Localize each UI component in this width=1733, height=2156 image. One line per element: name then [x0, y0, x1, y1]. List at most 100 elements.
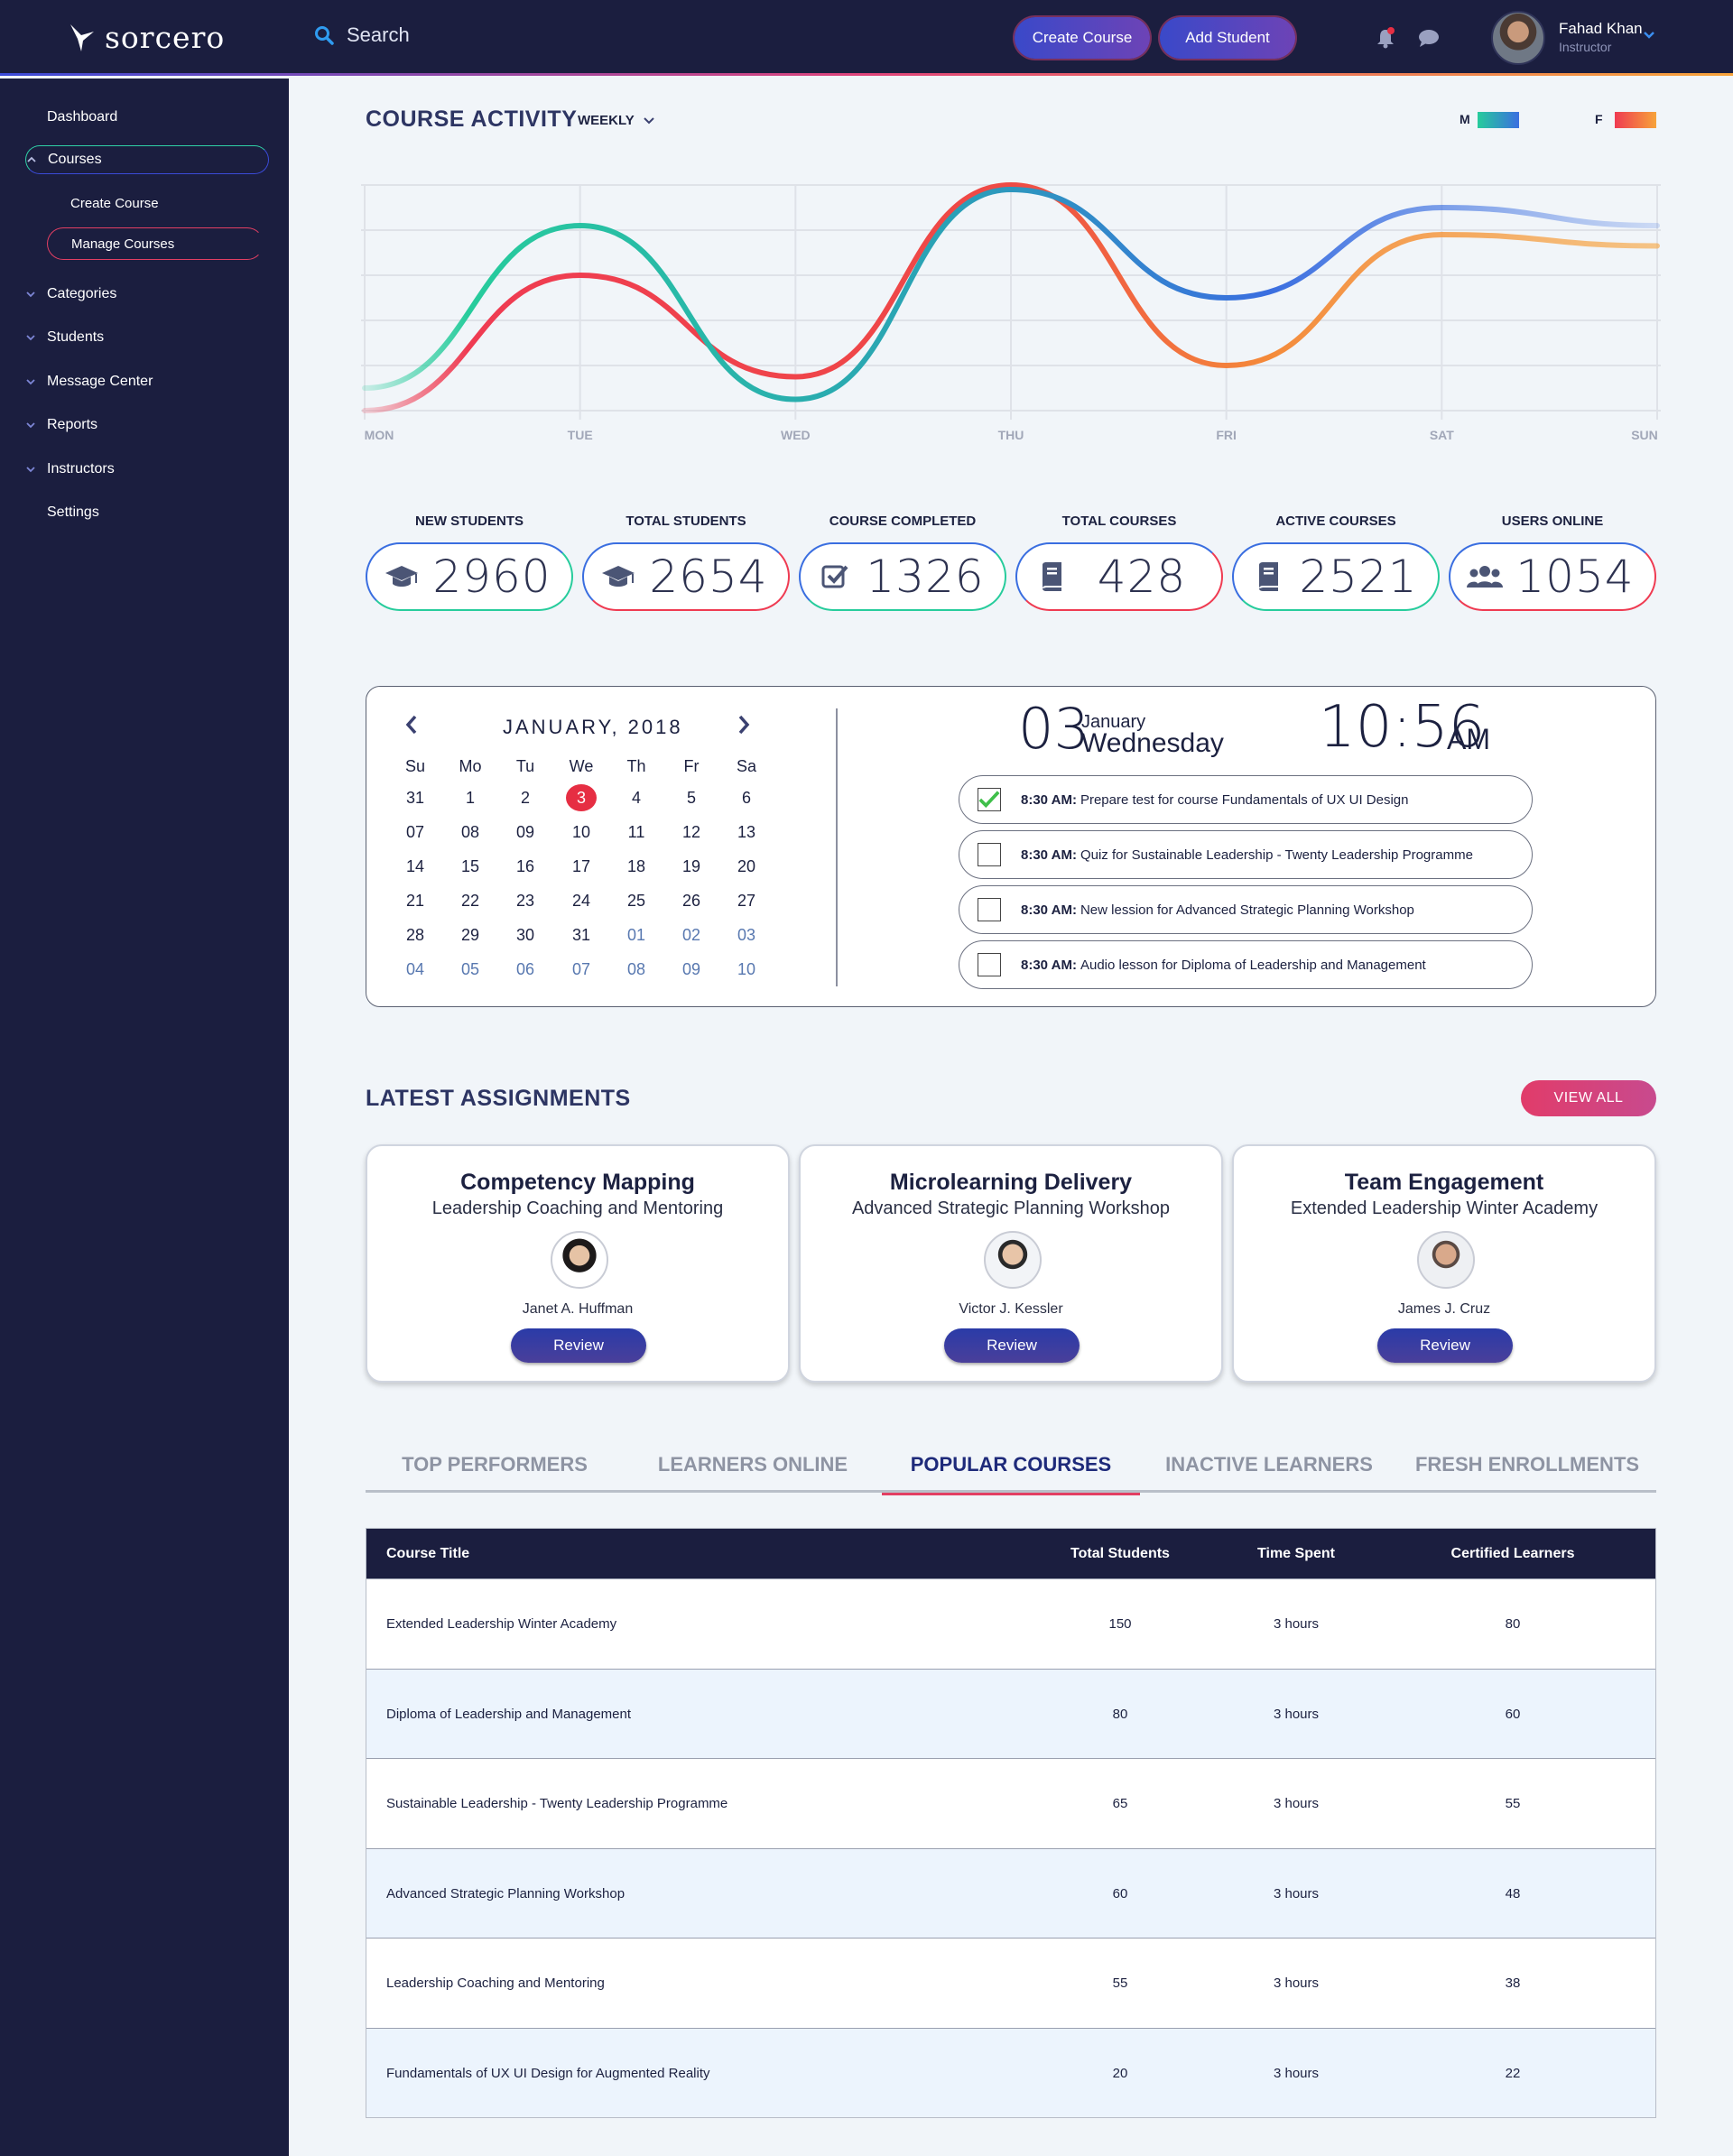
review-button[interactable]: Review	[944, 1328, 1080, 1363]
calendar-day[interactable]: 06	[515, 960, 535, 978]
column-header[interactable]: Total Students Enrolled	[1070, 1546, 1170, 1611]
calendar-day[interactable]: 2	[520, 789, 530, 807]
tab-top-performers[interactable]: TOP PERFORMERS	[402, 1453, 588, 1476]
tab-inactive-learners[interactable]: INACTIVE LEARNERS	[1165, 1453, 1373, 1476]
period-dropdown[interactable]: WEEKLY	[578, 113, 654, 128]
task-checkbox[interactable]	[978, 953, 1001, 976]
chevron-left-icon[interactable]	[404, 714, 419, 736]
table-row[interactable]: Advanced Strategic Planning Workshop 60 3 …	[366, 1847, 1655, 1938]
table-cell: 60	[1505, 1706, 1521, 1722]
table-row[interactable]: Sustainable Leadership - Twenty Leadersh…	[366, 1758, 1655, 1847]
stat-card[interactable]: 428	[1015, 542, 1223, 611]
calendar-day[interactable]: 04	[405, 960, 425, 978]
task-item[interactable]: 8:30 AM: New lession for Advanced Strateg…	[959, 885, 1533, 934]
sidebar-item-instructors[interactable]: Instructors	[25, 455, 115, 484]
task-checkbox[interactable]	[978, 843, 1001, 866]
bell-icon[interactable]	[1376, 27, 1395, 49]
create-course-button[interactable]: Create Course	[1015, 17, 1150, 59]
calendar-day[interactable]: 4	[631, 789, 641, 807]
calendar-day[interactable]: 16	[515, 857, 535, 875]
chat-icon[interactable]	[1417, 28, 1441, 48]
calendar-day[interactable]: 30	[515, 926, 535, 944]
calendar-day[interactable]: 25	[626, 892, 646, 910]
calendar-day[interactable]: 10	[737, 960, 756, 978]
tab-fresh-enrollments[interactable]: FRESH ENROLLMENTS	[1414, 1453, 1640, 1476]
add-student-button[interactable]: Add Student	[1160, 17, 1295, 59]
calendar-day[interactable]: 01	[626, 926, 646, 944]
stat-card[interactable]: 2521	[1232, 542, 1440, 611]
calendar-day[interactable]: 09	[681, 960, 701, 978]
stat-card[interactable]: 1326	[799, 542, 1006, 611]
table-row[interactable]: Diploma of Leadership and Management 80 3 …	[366, 1668, 1655, 1758]
column-header[interactable]: Certified Learners	[1450, 1546, 1575, 1561]
calendar-day[interactable]: 13	[737, 823, 756, 841]
task-item[interactable]: 8:30 AM: Quiz for Sustainable Leadership …	[959, 830, 1533, 879]
column-header[interactable]: Course Title	[386, 1546, 470, 1561]
calendar-day[interactable]: 12	[681, 823, 701, 841]
calendar-day[interactable]: 26	[681, 892, 701, 910]
task-checkbox[interactable]	[978, 788, 1001, 811]
task-checkbox[interactable]	[978, 898, 1001, 921]
sidebar-item-message-center[interactable]: Message Center	[25, 367, 153, 396]
sidebar-item-categories[interactable]: Categories	[25, 280, 116, 309]
chevron-down-icon[interactable]	[1643, 31, 1655, 40]
calendar-day[interactable]: 15	[460, 857, 480, 875]
calendar-day[interactable]: 11	[627, 823, 645, 841]
search-input[interactable]: Search	[347, 23, 410, 46]
task-item[interactable]: 8:30 AM: Prepare test for course Fundamen…	[959, 775, 1533, 824]
calendar-day[interactable]: 27	[737, 892, 756, 910]
calendar-day[interactable]: 18	[626, 857, 646, 875]
view-all-button[interactable]: VIEW ALL	[1521, 1080, 1656, 1116]
review-button[interactable]: Review	[1377, 1328, 1513, 1363]
calendar-day[interactable]: 17	[571, 857, 591, 875]
avatar[interactable]	[1491, 11, 1545, 65]
sidebar-item-create-course[interactable]: Create Course	[70, 195, 159, 211]
calendar-day[interactable]: 28	[405, 926, 425, 944]
task-item[interactable]: 8:30 AM: Audio lesson for Diploma of Lead…	[959, 940, 1533, 989]
review-button[interactable]: Review	[511, 1328, 646, 1363]
calendar-day[interactable]: 09	[515, 823, 535, 841]
brand-logo[interactable]: sorcero	[69, 20, 225, 55]
sidebar-item-settings[interactable]: Settings	[47, 504, 99, 520]
calendar-day[interactable]: 21	[405, 892, 425, 910]
stat-card[interactable]: 1054	[1449, 542, 1656, 611]
calendar-day[interactable]: 08	[626, 960, 646, 978]
x-tick-label: THU	[997, 428, 1024, 442]
calendar-day[interactable]: 07	[571, 960, 591, 978]
calendar-day[interactable]: 31	[405, 789, 425, 807]
calendar-day[interactable]: 5	[686, 789, 696, 807]
table-row[interactable]: Leadership Coaching and Mentoring 55 3 hou…	[366, 1938, 1655, 2027]
calendar-day[interactable]: 19	[681, 857, 701, 875]
calendar-day[interactable]: 6	[741, 789, 751, 807]
calendar-day[interactable]: 31	[571, 926, 591, 944]
tab-popular-courses[interactable]: POPULAR COURSES	[882, 1444, 1140, 1495]
calendar-day[interactable]: 05	[460, 960, 480, 978]
sidebar-item-manage-courses[interactable]: Manage Courses	[47, 227, 264, 260]
calendar-day[interactable]: 22	[460, 892, 480, 910]
calendar-day[interactable]: 02	[681, 926, 701, 944]
sidebar-item-dashboard[interactable]: Dashboard	[47, 109, 118, 125]
calendar-day[interactable]: 20	[737, 857, 756, 875]
calendar-day[interactable]: 3	[566, 784, 597, 811]
search-bar[interactable]: Search	[314, 23, 410, 47]
chevron-right-icon[interactable]	[737, 714, 751, 736]
calendar-day[interactable]: 08	[460, 823, 480, 841]
assignment-course: Extended Leadership Winter Academy	[1290, 1198, 1599, 1218]
column-header[interactable]: Time Spent	[1257, 1546, 1335, 1561]
calendar-day[interactable]: 1	[465, 789, 475, 807]
tab-learners-online[interactable]: LEARNERS ONLINE	[657, 1453, 848, 1476]
calendar-day[interactable]: 23	[515, 892, 535, 910]
sidebar-item-reports[interactable]: Reports	[25, 411, 97, 440]
table-row[interactable]: Extended Leadership Winter Academy 150 3 h…	[366, 1578, 1655, 1668]
sidebar-item-courses[interactable]: Courses	[25, 145, 269, 174]
calendar-day[interactable]: 14	[405, 857, 425, 875]
stat-card[interactable]: 2960	[366, 542, 573, 611]
calendar-day[interactable]: 03	[737, 926, 756, 944]
stat-card[interactable]: 2654	[582, 542, 790, 611]
calendar-day[interactable]: 07	[405, 823, 425, 841]
calendar-day[interactable]: 29	[460, 926, 480, 944]
table-row[interactable]: Fundamentals of UX UI Design for Augment…	[366, 2027, 1655, 2117]
sidebar-item-students[interactable]: Students	[25, 323, 104, 352]
calendar-day[interactable]: 10	[571, 823, 591, 841]
calendar-day[interactable]: 24	[571, 892, 591, 910]
